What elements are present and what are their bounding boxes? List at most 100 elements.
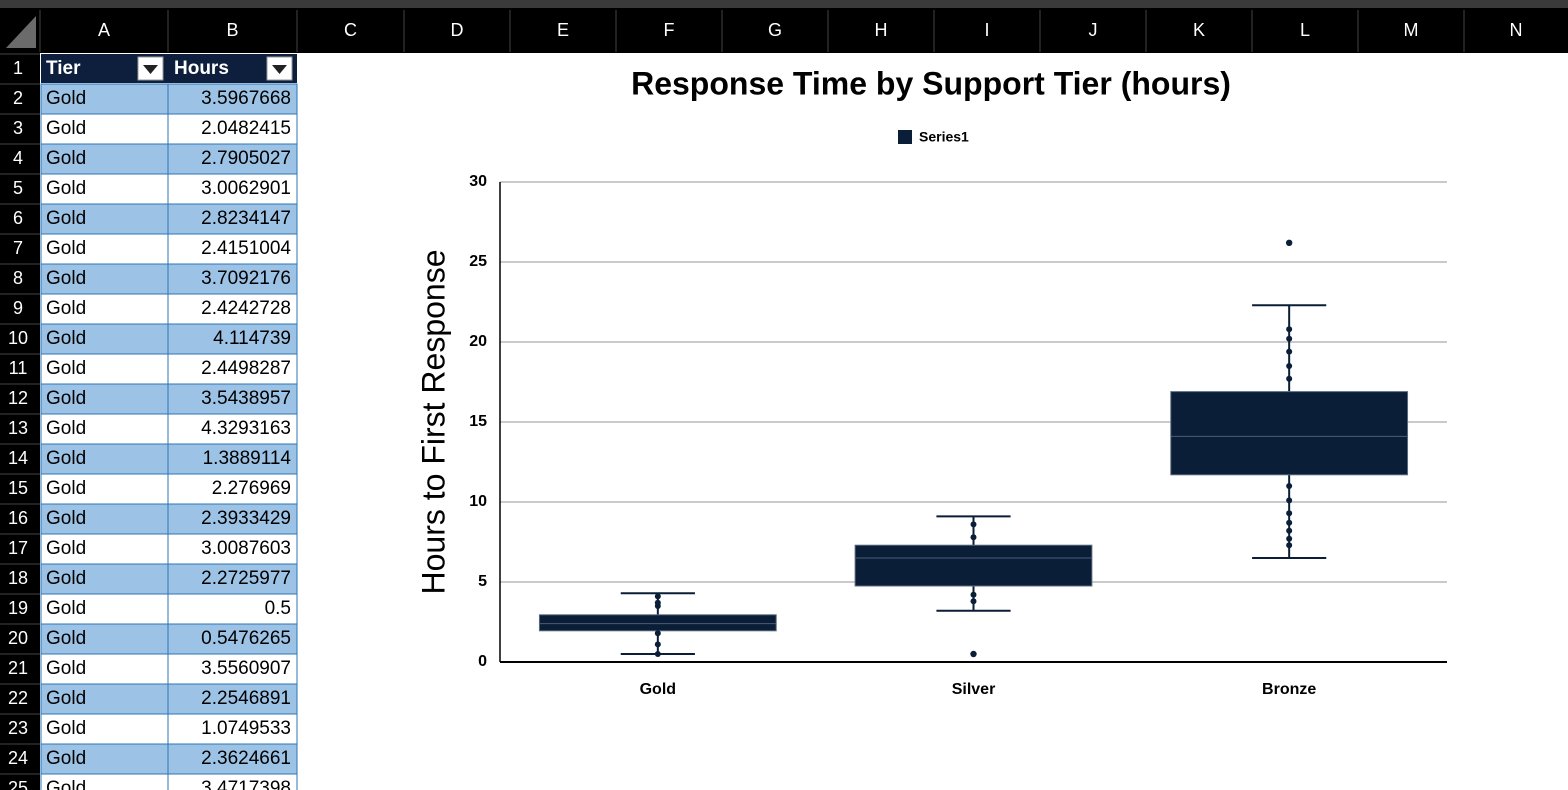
row-header[interactable]: 12 [8,388,28,408]
row-header[interactable]: 25 [8,778,28,790]
y-tick-label: 10 [469,493,487,510]
cell[interactable]: 2.3933429 [201,508,291,529]
cell[interactable]: Gold [46,358,86,379]
column-header[interactable]: N [1510,20,1523,40]
cell[interactable]: Gold [46,388,86,409]
cell[interactable]: 3.5438957 [201,388,291,409]
select-all[interactable] [6,16,36,48]
table-header-cell[interactable]: Tier [46,58,81,79]
cell[interactable]: 2.2546891 [201,688,291,709]
cell[interactable]: 2.4242728 [201,298,291,319]
column-header[interactable]: M [1404,20,1419,40]
row-header[interactable]: 11 [9,358,28,378]
column-header[interactable]: I [984,20,989,40]
cell[interactable]: Gold [46,118,86,139]
cell[interactable]: 2.7905027 [201,148,291,169]
cell[interactable]: Gold [46,508,86,529]
cell[interactable]: 3.7092176 [201,268,291,289]
row-header[interactable]: 24 [8,748,28,768]
column-header[interactable]: A [98,20,110,40]
column-header[interactable]: L [1300,20,1310,40]
cell[interactable]: Gold [46,658,86,679]
cell[interactable]: Gold [46,88,86,109]
cell[interactable]: 2.0482415 [201,118,291,139]
cell[interactable]: Gold [46,748,86,769]
cell[interactable]: 2.4498287 [201,358,291,379]
row-header[interactable]: 2 [13,88,23,108]
cell[interactable]: Gold [46,628,86,649]
cell[interactable]: 2.4151004 [201,238,291,259]
row-header[interactable]: 1 [13,58,23,78]
row-header[interactable]: 13 [8,418,28,438]
cell[interactable]: 2.2725977 [201,568,291,589]
row-header[interactable]: 8 [13,268,23,288]
cell[interactable]: 4.3293163 [201,418,291,439]
cell[interactable]: Gold [46,568,86,589]
cell[interactable]: 0.5476265 [201,628,291,649]
column-header[interactable]: D [451,20,464,40]
row-header[interactable]: 23 [8,718,28,738]
cell[interactable]: 1.0749533 [201,718,291,739]
row-header[interactable]: 17 [8,538,28,558]
cell[interactable]: 3.5967668 [201,88,291,109]
column-header[interactable]: B [226,20,238,40]
y-tick-label: 25 [469,253,487,270]
row-header[interactable]: 20 [8,628,28,648]
row-header[interactable]: 3 [13,118,23,138]
column-header[interactable]: K [1193,20,1205,40]
row-header[interactable]: 22 [8,688,28,708]
row-header[interactable]: 5 [13,178,23,198]
column-header[interactable]: C [344,20,357,40]
data-point [970,521,977,528]
table-row [40,653,298,685]
data-point [1286,363,1293,369]
cell[interactable]: 3.0087603 [201,538,291,559]
table-row [40,383,298,415]
cell[interactable]: Gold [46,688,86,709]
row-header[interactable]: 18 [8,568,28,588]
cell[interactable]: Gold [46,718,86,739]
cell[interactable]: Gold [46,538,86,559]
cell[interactable]: Gold [46,418,86,439]
row-header[interactable]: 6 [13,208,23,228]
column-header[interactable]: E [557,20,569,40]
column-header[interactable]: F [664,20,675,40]
table-row [40,593,298,625]
cell[interactable]: Gold [46,328,86,349]
cell[interactable]: 4.114739 [213,328,291,349]
cell[interactable]: Gold [46,598,86,619]
row-header[interactable]: 21 [8,658,28,678]
cell[interactable]: Gold [46,448,86,469]
cell[interactable]: 1.3889114 [203,448,292,469]
cell[interactable]: 2.3624661 [201,748,291,769]
column-header[interactable]: J [1089,20,1098,40]
cell[interactable]: 2.8234147 [201,208,291,229]
row-header[interactable]: 7 [13,238,23,258]
row-header[interactable]: 9 [13,298,23,318]
cell[interactable]: Gold [46,298,86,319]
cell[interactable]: Gold [46,208,86,229]
cell[interactable]: Gold [46,238,86,259]
cell[interactable]: 3.0062901 [201,178,291,199]
cell[interactable]: Gold [46,148,86,169]
row-header[interactable]: 15 [8,478,28,498]
column-header-bar [0,8,1568,53]
row-header[interactable]: 16 [8,508,28,528]
cell[interactable]: 3.5560907 [201,658,291,679]
row-header[interactable]: 4 [13,148,23,168]
row-header[interactable]: 10 [8,328,28,348]
cell[interactable]: Gold [46,178,86,199]
cell[interactable]: 2.276969 [212,478,291,499]
cell[interactable]: Gold [46,478,86,499]
cell[interactable]: Gold [46,268,86,289]
table-header-cell[interactable]: Hours [174,58,229,79]
cell[interactable]: 3.4717398 [201,778,291,790]
row-header[interactable]: 14 [8,448,28,468]
cell[interactable]: 0.5 [265,598,291,619]
cell[interactable]: Gold [46,778,86,790]
table-row [40,713,298,745]
row-header[interactable]: 19 [8,598,28,618]
column-header[interactable]: G [768,20,782,40]
column-header[interactable]: H [875,20,888,40]
